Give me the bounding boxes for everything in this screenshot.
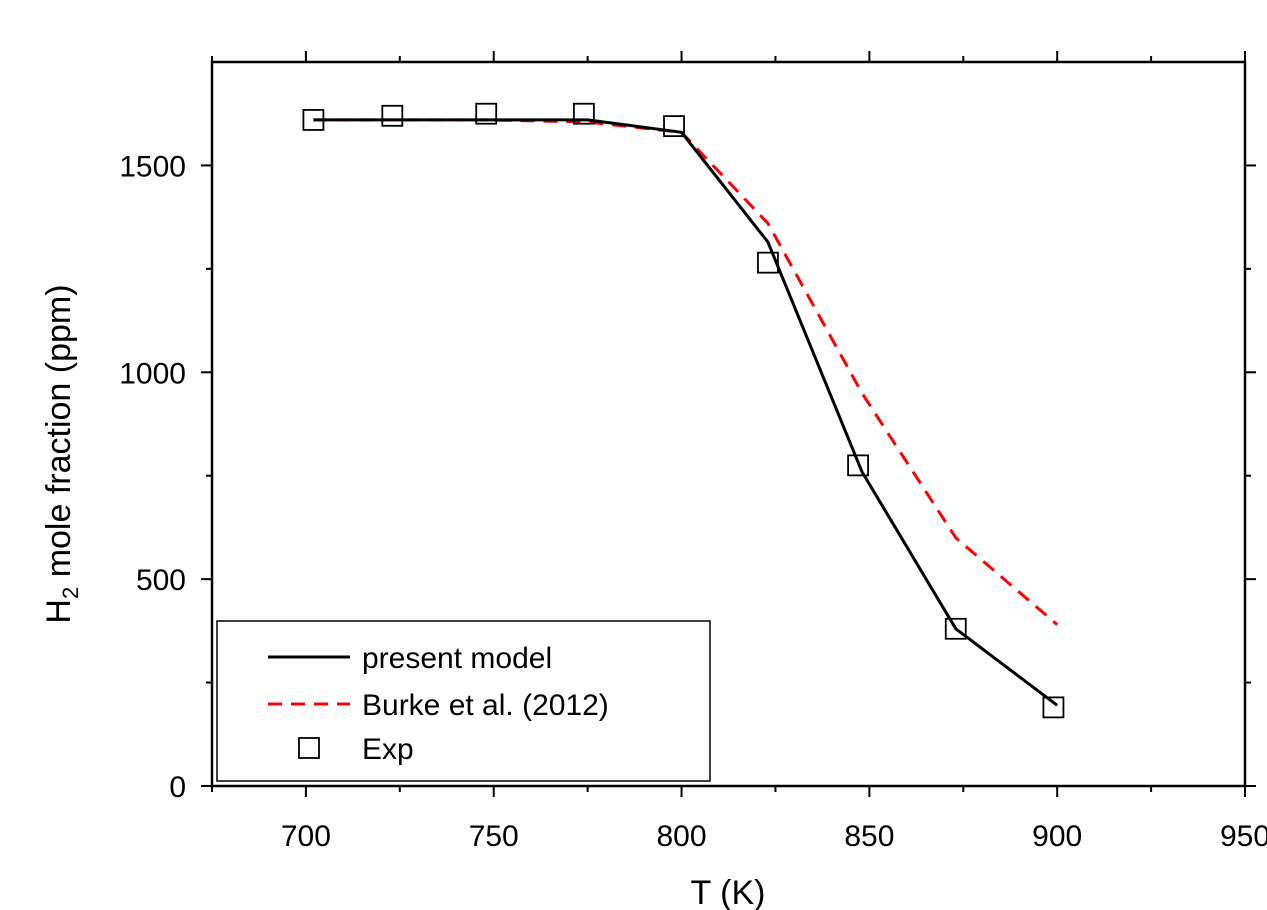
exp-marker [944, 617, 967, 640]
y-axis-label-rest: mole fraction (ppm) [40, 284, 78, 586]
exp-marker [475, 102, 498, 125]
y-tick-label: 1500 [119, 150, 186, 183]
exp-marker [381, 104, 404, 127]
axis-ticks [201, 51, 1256, 797]
exp-marker [572, 102, 595, 125]
y-tick-label: 0 [169, 771, 186, 804]
plot-frame [210, 60, 1247, 788]
x-tick-label: 750 [469, 820, 519, 853]
exp-marker [1042, 696, 1065, 719]
axis-tick-labels: 700 750 800 850 900 950 0 500 1000 1500 [119, 150, 1267, 853]
x-tick-label: 700 [281, 820, 331, 853]
series-lines [313, 118, 1059, 707]
legend: present model Burke et al. (2012) Exp [216, 620, 711, 782]
legend-swatch-exp [298, 737, 320, 759]
y-axis-label-main: H [40, 599, 78, 624]
exp-marker [757, 251, 779, 274]
legend-label-exp: Exp [362, 733, 414, 766]
burke-2012-line [313, 118, 1059, 626]
x-tick-label: 950 [1220, 820, 1267, 853]
x-tick-label: 850 [844, 820, 894, 853]
exp-marker [663, 115, 685, 138]
x-tick-label: 900 [1032, 820, 1082, 853]
legend-label-present-model: present model [362, 642, 552, 675]
y-axis-label: H2 mole fraction (ppm) [40, 284, 83, 623]
legend-label-burke: Burke et al. (2012) [362, 689, 609, 722]
x-tick-label: 800 [657, 820, 707, 853]
present-model-line [313, 118, 1059, 707]
exp-marker [847, 454, 869, 477]
y-tick-label: 1000 [119, 357, 186, 390]
y-axis-label-subscript: 2 [58, 587, 83, 599]
exp-marker [302, 109, 325, 131]
y-tick-label: 500 [136, 564, 186, 597]
x-axis-label: T (K) [691, 874, 766, 910]
exp-markers [302, 102, 1065, 719]
